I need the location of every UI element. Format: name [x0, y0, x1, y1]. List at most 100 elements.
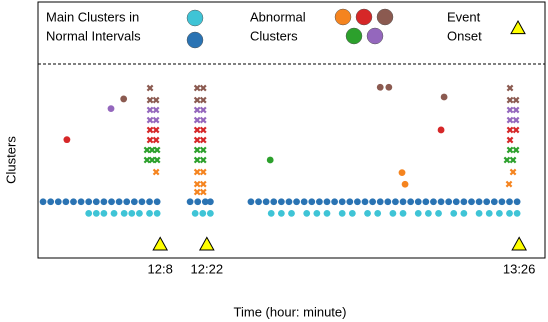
point: [146, 106, 154, 114]
point: [407, 198, 415, 206]
point: [354, 198, 361, 206]
point: [199, 136, 207, 144]
point: [475, 209, 483, 217]
point: [199, 96, 207, 104]
point: [509, 168, 517, 176]
point: [70, 198, 77, 206]
point: [323, 209, 331, 217]
point: [376, 83, 384, 91]
point: [146, 136, 154, 144]
point: [503, 156, 511, 164]
point: [136, 209, 143, 217]
point: [506, 96, 514, 104]
point: [247, 198, 255, 206]
point: [430, 198, 437, 206]
point: [505, 180, 513, 188]
x-tick-label: 12:22: [191, 261, 224, 276]
point: [193, 136, 201, 144]
legend-swatch: [345, 27, 363, 45]
point: [308, 198, 316, 206]
point: [146, 116, 154, 124]
frame: [37, 1, 546, 259]
point: [392, 198, 399, 206]
point: [384, 198, 392, 206]
point: [191, 209, 199, 217]
point: [153, 209, 161, 217]
point: [389, 209, 397, 217]
point: [193, 180, 201, 188]
point: [495, 209, 503, 217]
point: [485, 209, 493, 217]
point: [146, 126, 154, 134]
event-onset: [198, 236, 215, 251]
point: [193, 106, 201, 114]
point: [346, 198, 354, 206]
point: [414, 198, 422, 206]
point: [85, 198, 93, 206]
point: [199, 209, 207, 217]
point: [512, 146, 520, 154]
legend-swatch: [355, 8, 373, 26]
point: [506, 146, 514, 154]
point: [152, 116, 160, 124]
point: [143, 146, 151, 154]
point: [199, 168, 207, 176]
point: [361, 198, 369, 206]
point: [398, 169, 406, 177]
point: [152, 106, 160, 114]
point: [490, 198, 498, 206]
legend-label: Clusters: [250, 28, 298, 43]
point: [313, 209, 321, 217]
point: [77, 198, 85, 206]
point: [303, 209, 311, 217]
point: [435, 209, 442, 217]
point: [399, 209, 407, 217]
point: [152, 126, 160, 134]
point: [364, 209, 371, 217]
point: [123, 198, 131, 206]
point: [376, 198, 384, 206]
point: [338, 209, 346, 217]
point: [199, 126, 207, 134]
point: [152, 168, 160, 176]
legend-label: Event: [447, 9, 481, 24]
point: [288, 209, 295, 217]
point: [130, 198, 138, 206]
point: [85, 209, 93, 217]
point: [199, 180, 207, 188]
point: [193, 84, 201, 92]
point: [39, 198, 47, 206]
point: [193, 156, 201, 164]
x-tick-label: 13:26: [503, 261, 536, 276]
point: [148, 146, 156, 154]
point: [128, 209, 136, 217]
legend-swatch: [334, 8, 352, 26]
x-tick-label: 12:8: [148, 261, 173, 276]
point: [63, 136, 71, 144]
point: [199, 146, 207, 154]
point: [506, 136, 514, 144]
point: [460, 209, 468, 217]
point: [437, 126, 445, 134]
point: [385, 83, 393, 91]
point: [199, 84, 207, 92]
point: [152, 96, 160, 104]
point: [100, 198, 108, 206]
point: [255, 198, 262, 206]
point: [153, 198, 161, 206]
point: [277, 198, 285, 206]
point: [92, 209, 100, 217]
legend-label: Main Clusters in: [46, 9, 139, 24]
point: [193, 146, 201, 154]
legend-label: Abnormal: [250, 9, 306, 24]
point: [206, 209, 214, 217]
point: [193, 188, 201, 196]
point: [146, 84, 154, 92]
point: [323, 198, 331, 206]
point: [270, 198, 278, 206]
point: [513, 198, 521, 206]
point: [138, 198, 146, 206]
x-axis-label: Time (hour: minute): [234, 304, 347, 319]
point: [440, 93, 448, 101]
